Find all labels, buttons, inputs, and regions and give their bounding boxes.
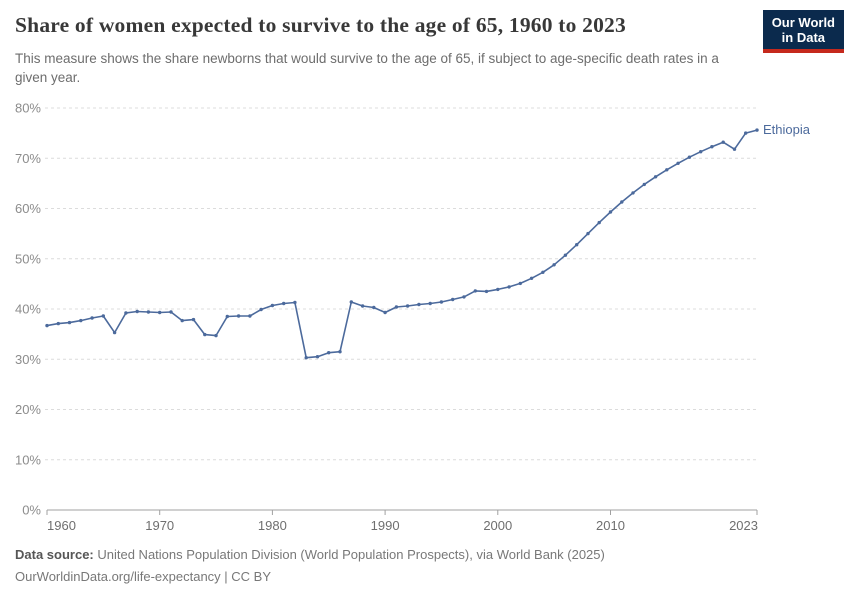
data-point[interactable] (687, 155, 692, 159)
data-point[interactable] (236, 314, 241, 318)
y-tick-label: 10% (15, 452, 41, 467)
owid-logo-line2: in Data (781, 30, 826, 45)
data-point[interactable] (315, 355, 320, 359)
data-point[interactable] (338, 350, 342, 354)
data-point[interactable] (462, 295, 466, 299)
data-point[interactable] (676, 161, 680, 165)
x-tick-label: 1990 (371, 518, 400, 533)
data-point[interactable] (349, 300, 353, 304)
y-tick-label: 0% (22, 503, 41, 518)
data-point[interactable] (372, 305, 376, 310)
data-point[interactable] (597, 220, 601, 225)
x-tick-label: 2023 (729, 518, 758, 533)
data-point[interactable] (67, 320, 72, 325)
data-point[interactable] (608, 210, 613, 214)
footer-license: OurWorldinData.org/life-expectancy | CC … (15, 569, 272, 584)
data-point[interactable] (214, 333, 218, 338)
data-point[interactable] (518, 281, 522, 286)
data-point[interactable] (79, 318, 83, 323)
data-point[interactable] (56, 321, 60, 326)
data-point[interactable] (473, 289, 477, 293)
data-point[interactable] (665, 168, 669, 172)
chart-title: Share of women expected to survive to th… (15, 13, 626, 37)
data-point[interactable] (180, 318, 184, 323)
data-point[interactable] (496, 287, 500, 292)
data-point[interactable] (327, 351, 331, 355)
owid-logo-line1: Our World (771, 15, 835, 30)
y-tick-label: 40% (15, 302, 41, 317)
x-tick-label: 1980 (258, 518, 287, 533)
data-point[interactable] (90, 316, 94, 320)
data-point[interactable] (45, 323, 49, 328)
data-point[interactable] (293, 300, 297, 305)
data-point[interactable] (248, 314, 252, 318)
data-point[interactable] (552, 263, 556, 267)
data-point[interactable] (259, 307, 263, 312)
x-tick-label: 1960 (47, 518, 76, 533)
data-point[interactable] (755, 128, 759, 132)
data-point[interactable] (631, 191, 635, 195)
data-point[interactable] (529, 276, 534, 280)
data-point[interactable] (428, 301, 432, 306)
data-point[interactable] (653, 175, 658, 179)
data-point[interactable] (417, 302, 421, 307)
ethiopia-line[interactable] (46, 129, 758, 359)
y-tick-label: 50% (15, 251, 41, 266)
data-point[interactable] (744, 131, 748, 135)
y-tick-label: 60% (15, 201, 41, 216)
y-tick-label: 30% (15, 352, 41, 367)
data-point[interactable] (394, 305, 399, 309)
y-tick-label: 70% (15, 151, 41, 166)
data-point[interactable] (203, 332, 207, 337)
data-point[interactable] (507, 285, 511, 289)
data-point[interactable] (135, 309, 139, 314)
data-point[interactable] (732, 147, 737, 151)
data-point[interactable] (699, 150, 703, 154)
owid-logo[interactable]: Our World in Data (762, 10, 844, 53)
datasource-label: Data source: (15, 547, 94, 562)
data-point[interactable] (101, 314, 106, 318)
footer-datasource: Data source: United Nations Population D… (15, 547, 605, 562)
data-point[interactable] (124, 311, 128, 315)
y-tick-label: 20% (15, 402, 41, 417)
data-point[interactable] (405, 304, 410, 308)
data-point[interactable] (451, 297, 455, 302)
data-point[interactable] (721, 140, 725, 144)
x-tick-label: 1970 (145, 518, 174, 533)
data-point[interactable] (563, 253, 568, 257)
x-tick-label: 2000 (483, 518, 512, 533)
data-point[interactable] (586, 231, 590, 236)
data-point[interactable] (541, 270, 545, 274)
data-point[interactable] (304, 356, 308, 360)
data-point[interactable] (225, 314, 229, 319)
datasource-text: United Nations Population Division (Worl… (93, 547, 605, 562)
chart-subtitle: This measure shows the share newborns th… (15, 51, 719, 85)
data-point[interactable] (169, 310, 173, 314)
data-point[interactable] (360, 304, 365, 308)
data-point[interactable] (620, 200, 624, 204)
y-tick-label: 80% (15, 101, 41, 116)
data-point[interactable] (146, 310, 151, 314)
data-point[interactable] (158, 310, 162, 315)
data-point[interactable] (270, 303, 275, 308)
data-point[interactable] (642, 182, 646, 187)
series-end-label[interactable]: Ethiopia (763, 122, 811, 137)
data-point[interactable] (383, 310, 387, 315)
data-point[interactable] (575, 243, 579, 247)
data-point[interactable] (439, 300, 444, 304)
x-tick-label: 2010 (596, 518, 625, 533)
data-point[interactable] (484, 289, 489, 294)
data-point[interactable] (710, 145, 714, 149)
data-point[interactable] (112, 330, 117, 335)
data-point[interactable] (191, 317, 196, 322)
data-point[interactable] (282, 301, 286, 306)
